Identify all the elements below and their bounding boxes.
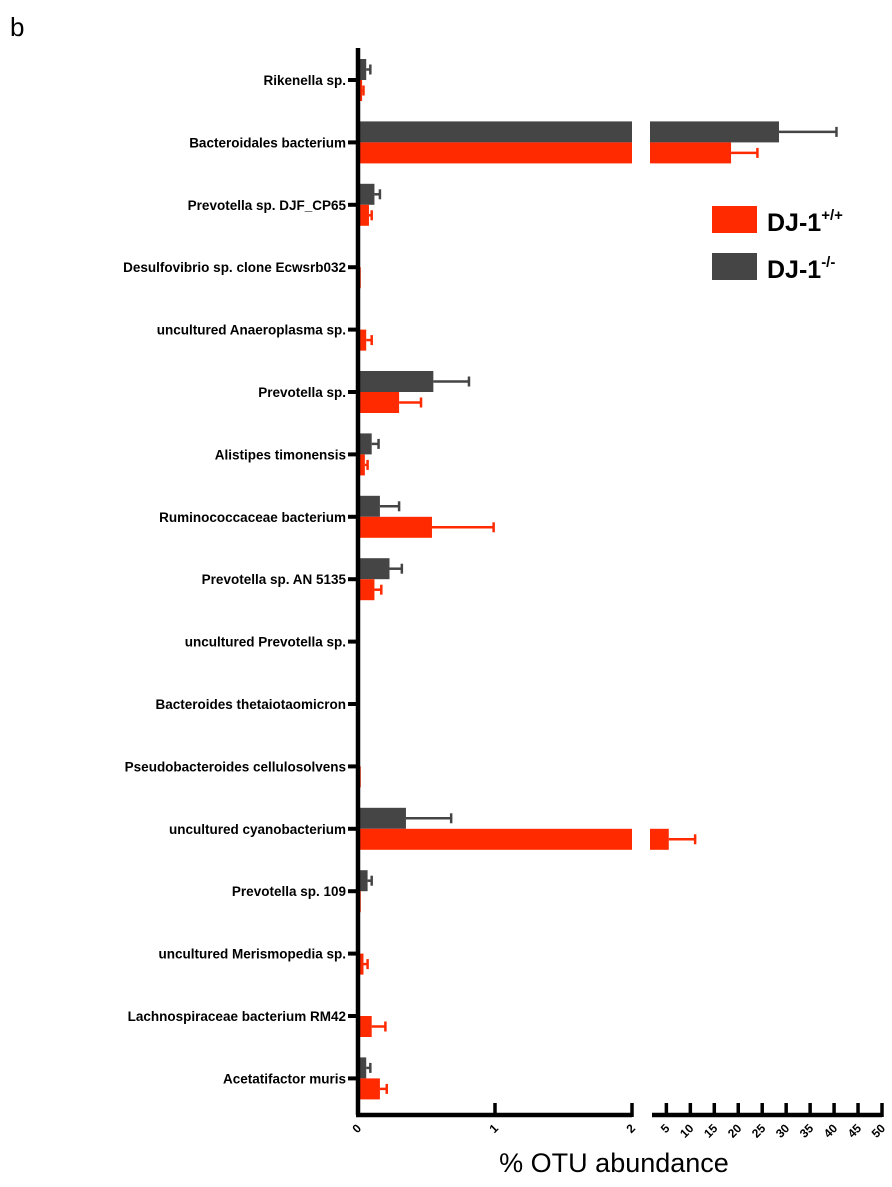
legend-label-wildtype: DJ-1+/+ [767,207,843,237]
bar-wt-14 [358,953,364,975]
x-tick-label-10: 10 [677,1121,697,1141]
x-axis-label: % OTU abundance [499,1148,729,1178]
category-label-13: Prevotella sp. 109 [232,884,346,899]
bar-ko-8 [358,558,390,580]
panel-label: b [10,12,24,42]
category-label-1: Bacteroidales bacterium [189,135,346,150]
category-label-0: Rikenella sp. [263,73,346,88]
category-label-8: Prevotella sp. AN 5135 [202,572,347,587]
bar-ko-1-segment-1 [358,121,632,143]
x-tick-label-0: 0 [349,1121,364,1136]
x-tick-label-5: 5 [658,1121,673,1136]
x-tick-label-1: 1 [486,1121,501,1136]
bar-wt-5 [358,392,400,413]
category-label-15: Lachnospiraceae bacterium RM42 [128,1009,346,1024]
bar-wt-1-segment-2 [650,142,732,164]
bar-wt-15 [358,1016,372,1037]
bar-ko-5 [358,371,434,392]
legend-swatch-knockout [712,253,757,280]
x-tick-label-50: 50 [869,1121,889,1141]
category-label-2: Prevotella sp. DJF_CP65 [188,198,347,213]
bar-ko-7 [358,495,380,517]
bar-wt-12-segment-2 [650,828,669,850]
bar-ko-16 [358,1057,367,1079]
x-tick-label-35: 35 [797,1121,817,1141]
bar-ko-2 [358,183,375,205]
bar-ko-1-segment-2 [650,121,779,143]
plot-area: Rikenella sp. Bacteroidales bacterium Prev… [123,48,888,1141]
legend: DJ-1+/+ DJ-1-/- [712,206,843,284]
category-label-4: uncultured Anaeroplasma sp. [157,323,346,338]
x-tick-label-25: 25 [749,1121,769,1141]
bar-ko-12 [358,807,406,829]
category-label-10: Bacteroides thetaiotaomicron [155,697,346,712]
category-label-9: uncultured Prevotella sp. [185,635,346,650]
legend-label-knockout: DJ-1-/- [767,254,835,284]
bar-wt-7 [358,516,432,538]
bar-ko-6 [358,433,372,455]
category-label-5: Prevotella sp. [258,385,346,400]
x-tick-label-30: 30 [773,1121,793,1141]
category-label-7: Ruminococcaceae bacterium [159,510,346,525]
x-tick-label-15: 15 [701,1121,721,1141]
category-label-3: Desulfovibrio sp. clone Ecwsrb032 [123,260,346,275]
x-tick-label-40: 40 [821,1121,841,1141]
bar-wt-6 [358,454,365,476]
bar-wt-1-segment-1 [358,142,632,164]
category-label-6: Alistipes timonensis [215,447,346,462]
category-label-14: uncultured Merismopedia sp. [158,947,346,962]
bar-wt-16 [358,1078,380,1100]
x-tick-label-45: 45 [845,1121,865,1141]
x-tick-label-20: 20 [725,1121,745,1141]
bar-ko-13 [358,870,368,892]
category-label-12: uncultured cyanobacterium [169,822,346,837]
bar-wt-4 [358,329,367,351]
bar-ko-0 [358,59,367,80]
category-label-16: Acetatifactor muris [223,1071,346,1086]
x-tick-label-2: 2 [623,1121,638,1136]
bar-wt-2 [358,204,369,226]
bar-wt-12-segment-1 [358,828,632,850]
bar-wt-8 [358,579,375,601]
category-label-11: Pseudobacteroides cellulosolvens [125,759,346,774]
legend-swatch-wildtype [712,206,757,233]
